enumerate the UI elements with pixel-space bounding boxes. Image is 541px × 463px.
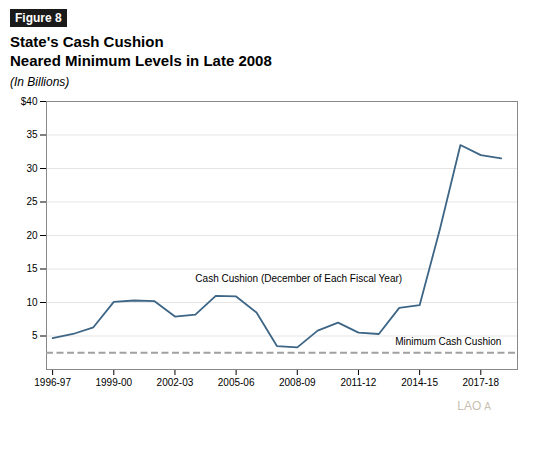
svg-text:2005-06: 2005-06 [218,376,255,387]
svg-text:2017-18: 2017-18 [462,376,499,387]
html-text:(In Billions): (In Billions) [10,74,70,89]
html-text:Neared Minimum Levels in Late: Neared Minimum Levels in Late 2008 [10,51,272,69]
svg-text:10: 10 [26,296,38,307]
svg-text:Cash Cushion (December of Each: Cash Cushion (December of Each Fiscal Ye… [195,273,402,284]
svg-text:30: 30 [26,162,38,173]
svg-text:25: 25 [26,196,38,207]
svg-text:5: 5 [32,330,38,341]
html-text:Figure 8: Figure 8 [15,11,62,25]
html-text:State's Cash Cushion: State's Cash Cushion [10,33,164,50]
svg-text:1996-97: 1996-97 [34,376,71,387]
svg-text:2002-03: 2002-03 [157,376,194,387]
svg-text:15: 15 [26,263,38,274]
svg-text:2014-15: 2014-15 [401,376,438,387]
svg-text:2008-09: 2008-09 [279,376,316,387]
svg-text:2011-12: 2011-12 [340,376,376,387]
svg-text:35: 35 [26,129,38,140]
html-text:LAO A: LAO A [457,398,491,413]
svg-text:Minimum Cash Cushion: Minimum Cash Cushion [395,335,501,346]
svg-text:1999-00: 1999-00 [95,376,132,387]
svg-text:20: 20 [26,229,38,240]
svg-text:$40: $40 [21,95,38,106]
